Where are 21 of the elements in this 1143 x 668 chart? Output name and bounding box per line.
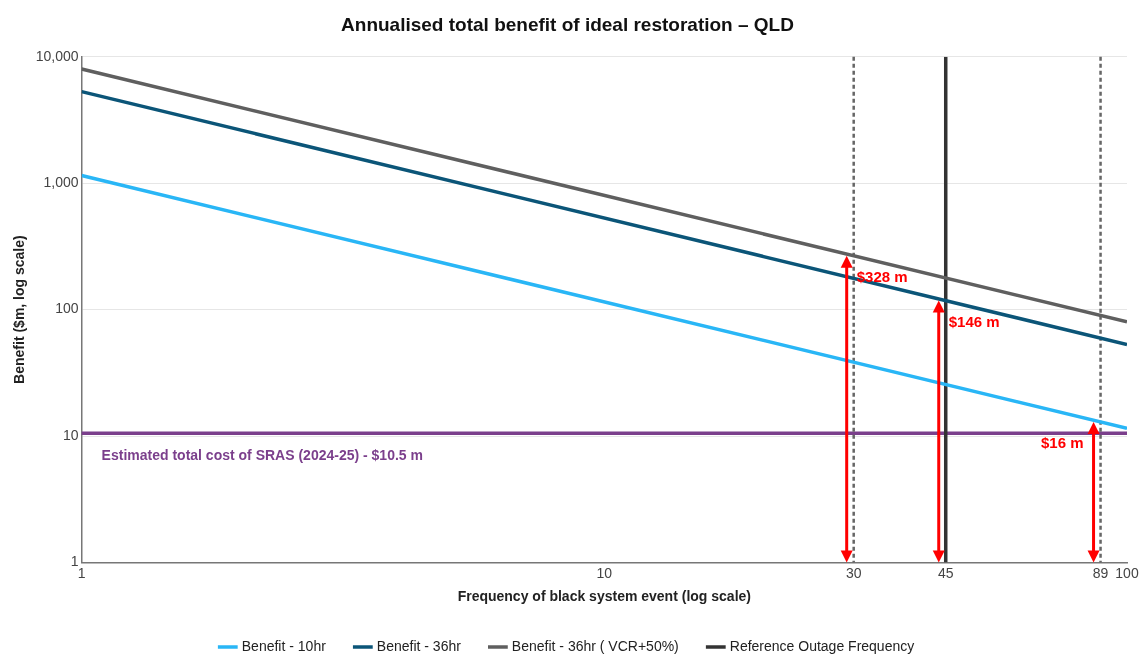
y-tick-label: 10 <box>63 426 79 443</box>
annotation: $146 m <box>948 312 1000 330</box>
annotation: $16 m <box>1041 434 1084 452</box>
y-tick-label: 10,000 <box>35 47 79 64</box>
y-axis-title: Benefit ($m, log scale) <box>11 235 28 384</box>
chart-title: Annualised total benefit of ideal restoration – QLD <box>341 13 794 35</box>
y-tick-label: 1 <box>70 553 79 570</box>
y-tick-label: 1,000 <box>43 174 79 191</box>
legend-label: Benefit - 36hr ( VCR+50%) <box>511 637 679 654</box>
y-tick-label: 100 <box>55 300 79 317</box>
legend-label: Benefit - 36hr <box>376 637 462 654</box>
x-tick-label: 45 <box>937 564 954 581</box>
x-tick-label: 100 <box>1115 564 1139 581</box>
legend-label: Reference Outage Frequency <box>729 637 915 654</box>
x-axis-title: Frequency of black system event (log scale) <box>457 588 751 605</box>
annotation: $328 m <box>856 267 908 285</box>
x-tick-label: 30 <box>845 564 862 581</box>
legend-label: Benefit - 10hr <box>241 637 327 654</box>
x-tick-label: 89 <box>1092 564 1109 581</box>
ref-line-label: Estimated total cost of SRAS (2024-25) - $10.5 m <box>101 447 423 464</box>
x-tick-label: 10 <box>596 564 613 581</box>
